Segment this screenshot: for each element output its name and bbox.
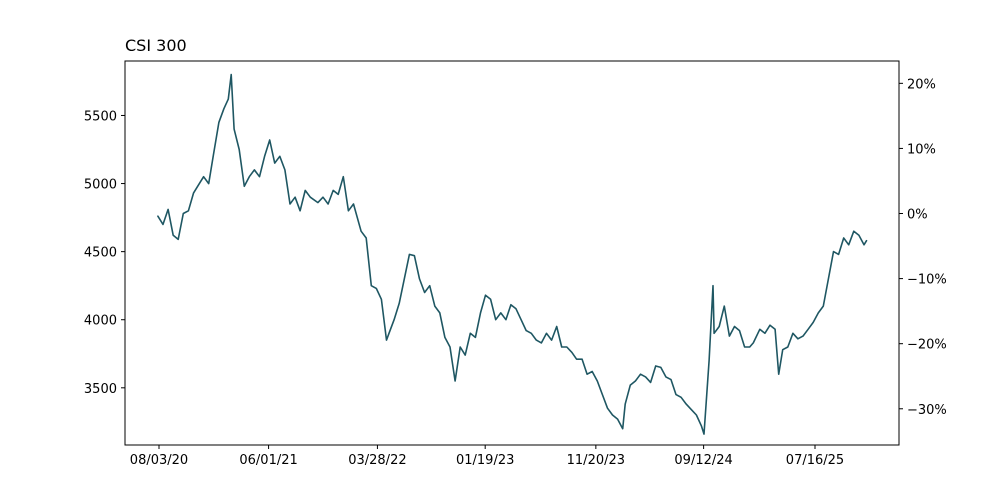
x-tick-label: 11/20/23 <box>567 453 625 468</box>
y2-tick-label: 10% <box>907 142 936 157</box>
x-tick-label: 06/01/21 <box>239 453 297 468</box>
series-line <box>157 73 868 435</box>
y2-tick-label: −20% <box>907 338 947 353</box>
y-tick-label: 4000 <box>84 314 117 329</box>
x-tick-label: 03/28/22 <box>348 453 406 468</box>
y-tick-label: 4500 <box>84 246 117 261</box>
y-tick-label: 5500 <box>84 109 117 124</box>
chart-title: CSI 300 <box>125 36 187 55</box>
x-tick-label: 09/12/24 <box>674 453 732 468</box>
y2-tick-label: −10% <box>907 273 947 288</box>
x-tick-label: 07/16/25 <box>786 453 844 468</box>
y2-tick-label: 20% <box>907 77 936 92</box>
y2-tick-label: 0% <box>907 208 928 223</box>
tick-group: 08/03/20 06/01/21 03/28/22 01/19/23 11/20/23… <box>84 77 947 468</box>
x-tick-label: 08/03/20 <box>130 453 188 468</box>
plot-frame <box>124 60 900 446</box>
y-tick-label: 3500 <box>84 382 117 397</box>
y-tick-label: 5000 <box>84 178 117 193</box>
y2-tick-label: −30% <box>907 403 947 418</box>
x-tick-label: 01/19/23 <box>456 453 514 468</box>
